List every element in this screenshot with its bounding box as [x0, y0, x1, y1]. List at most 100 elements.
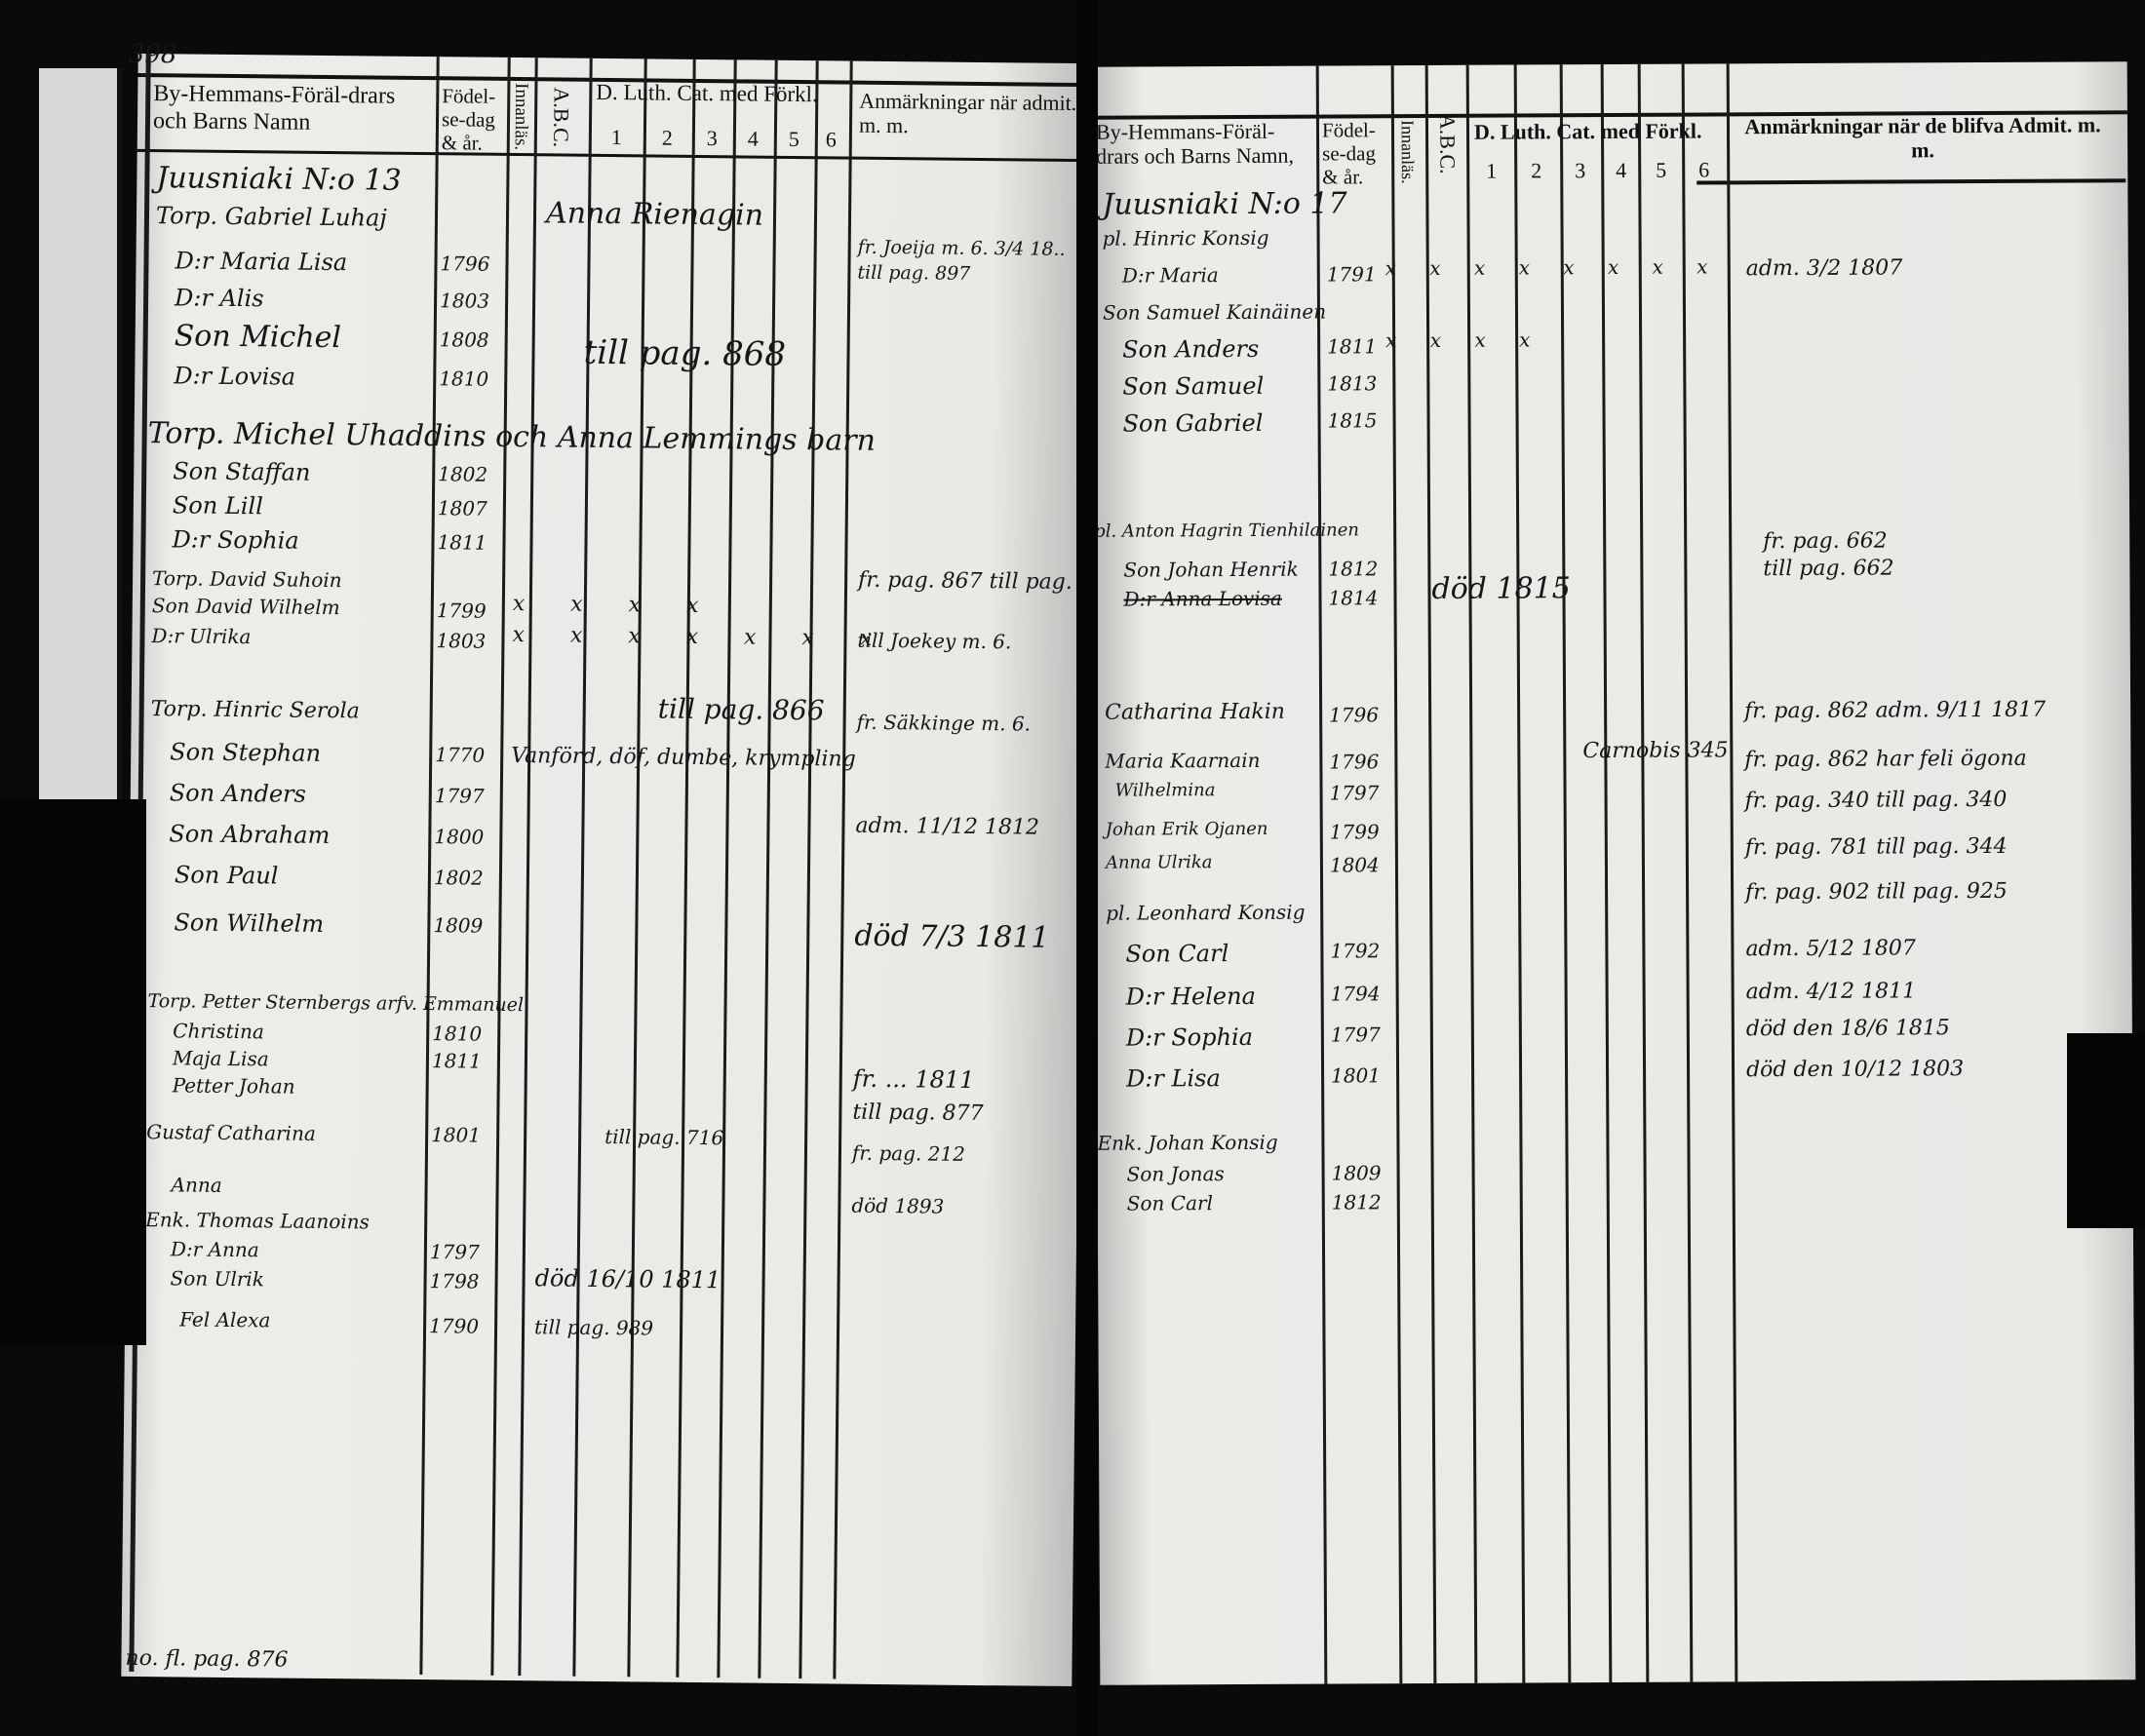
entry-remark: adm. 5/12 1807	[1745, 936, 1916, 962]
entry-note: Anna Rienagin	[545, 196, 764, 233]
entry-name: Son Lill	[172, 491, 263, 521]
column-rule	[518, 58, 538, 1677]
entry-name: D:r Ulrika	[151, 624, 252, 649]
column-rule	[1681, 63, 1694, 1682]
entry-year: 1798	[429, 1269, 480, 1293]
entry-year: 1790	[428, 1314, 480, 1338]
entry-name: Maria Kaarnain	[1105, 748, 1261, 773]
catechism-marks: x x x x x x x	[512, 622, 892, 652]
entry-remark: adm. 11/12 1812	[855, 813, 1040, 840]
entry-note: död 1815	[1431, 571, 1571, 606]
entry-name: D:r Helena	[1125, 982, 1256, 1011]
entry-name: Son Stephan	[170, 738, 322, 767]
entry-name: Son Paul	[174, 861, 279, 890]
entry-name: Christina	[173, 1019, 265, 1044]
catechism-marks: x x x x	[1385, 328, 1531, 353]
left-page: 398 By-Hemmans-Föräl-drars och Barns Nam…	[121, 40, 1089, 1687]
entry-name: Son David Wilhelm	[151, 594, 340, 620]
entry-note: Vanförd, döf, dumbe, krympling	[511, 743, 856, 772]
entry-name: Son Michel	[174, 319, 342, 356]
header-birth-column: Födel-se-dag & år.	[1321, 118, 1377, 189]
catechism-part-number: 4	[1616, 157, 1627, 182]
entry-name: Son Ulrik	[170, 1266, 265, 1292]
entry-year: 1800	[434, 825, 485, 849]
catechism-part-number: 2	[661, 125, 674, 150]
entry-name: Son Anders	[169, 779, 307, 808]
entry-note: till pag. 868	[583, 332, 787, 374]
entry-name: Catharina Hakin	[1105, 699, 1285, 725]
entry-name: D:r Alis	[174, 284, 264, 313]
entry-note: till pag. 716	[604, 1125, 724, 1150]
entry-name: Fel Alexa	[179, 1307, 271, 1332]
entry-year: 1794	[1330, 982, 1381, 1006]
entry-year: 1797	[429, 1240, 480, 1264]
entry-name: D:r Lovisa	[174, 362, 296, 391]
entry-name: Son Carl	[1125, 940, 1229, 968]
column-rule	[676, 58, 696, 1678]
header-reading-column: Innanläs.	[510, 82, 532, 151]
entry-name: Son Gabriel	[1122, 408, 1264, 438]
entry-remark: fr. pag. 862 har feli ögona	[1744, 746, 2027, 773]
catechism-part-number: 6	[825, 127, 837, 152]
catechism-part-number: 1	[1486, 158, 1498, 183]
entry-year: 1801	[431, 1123, 482, 1147]
entry-note: till pag. 989	[533, 1315, 654, 1340]
entry-year: 1797	[434, 784, 485, 808]
entry-name: Gustaf Catharina	[146, 1120, 316, 1145]
entry-note: död 16/10 1811	[534, 1264, 722, 1294]
catechism-part-number: 4	[747, 126, 759, 151]
entry-year: 1770	[435, 743, 486, 767]
entry-name: Son Wilhelm	[174, 908, 325, 938]
entry-name: D:r Sophia	[1125, 1022, 1254, 1052]
entry-remark: till pag. 877	[852, 1099, 984, 1127]
entry-name: Son Carl	[1126, 1191, 1213, 1215]
column-rule	[1390, 65, 1403, 1684]
entry-name: Johan Erik Ojanen	[1105, 818, 1268, 840]
entry-name: Torp. Gabriel Luhaj	[155, 202, 387, 232]
catechism-part-number: 5	[1656, 157, 1667, 182]
catechism-part-number: 3	[1575, 158, 1586, 183]
header-name-column: By-Hemmans-Föräl-drars och Barns Namn	[152, 81, 396, 135]
entry-year: 1802	[438, 462, 488, 486]
entry-name: Son Samuel Kainäinen	[1102, 299, 1327, 325]
entry-remark: adm. 3/2 1807	[1745, 255, 1903, 282]
column-rule	[627, 58, 647, 1678]
entry-remark: till pag. 662	[1763, 556, 1894, 582]
header-catechism-column: D. Luth. Cat. med Förkl.	[596, 79, 818, 107]
entry-year: 1803	[436, 629, 487, 653]
entry-name: Torp. David Suhoin	[151, 566, 342, 593]
entry-name: D:r Maria	[1121, 263, 1219, 288]
entry-remark: död 1893	[851, 1193, 945, 1218]
entry-name: pl. Hinric Konsig	[1102, 225, 1269, 251]
entry-name: Son Staffan	[173, 457, 311, 486]
entry-name: Enk. Thomas Laanoins	[145, 1208, 370, 1234]
column-rule	[717, 59, 737, 1678]
entry-remark: fr. pag. 862 adm. 9/11 1817	[1744, 697, 2047, 724]
column-rule	[1726, 63, 1738, 1682]
entry-remark: fr. pag. 902 till pag. 925	[1745, 878, 2008, 906]
column-rule	[490, 57, 511, 1676]
entry-name: D:r Maria Lisa	[175, 247, 348, 277]
column-rule	[833, 60, 853, 1679]
entry-year: 1813	[1327, 371, 1378, 396]
entry-year: 1812	[1328, 557, 1379, 581]
footer-note: no. fl. pag. 876	[125, 1645, 289, 1673]
entry-remark: död den 10/12 1803	[1745, 1057, 1965, 1083]
catechism-part-number: 3	[706, 126, 718, 151]
entry-year: 1808	[439, 328, 489, 352]
scan-shadow	[2067, 1033, 2145, 1228]
column-rule	[1559, 64, 1572, 1683]
entry-name: Wilhelmina	[1114, 780, 1216, 801]
entry-year: 1815	[1327, 408, 1378, 433]
header-reading-column: Innanläs.	[1397, 120, 1418, 184]
entry-year: 1811	[431, 1049, 482, 1073]
entry-year: 1797	[1329, 781, 1380, 805]
entry-year: 1810	[439, 366, 489, 391]
entry-year: 1812	[1331, 1190, 1382, 1215]
entry-name: D:r Anna Lovisa	[1123, 586, 1282, 611]
header-abc-column: A.B.C.	[549, 87, 574, 148]
column-rule	[799, 60, 819, 1679]
entry-remark: till Joekey m. 6.	[857, 628, 1012, 654]
entry-year: 1811	[1327, 334, 1378, 359]
entry-year: 1810	[432, 1022, 483, 1046]
